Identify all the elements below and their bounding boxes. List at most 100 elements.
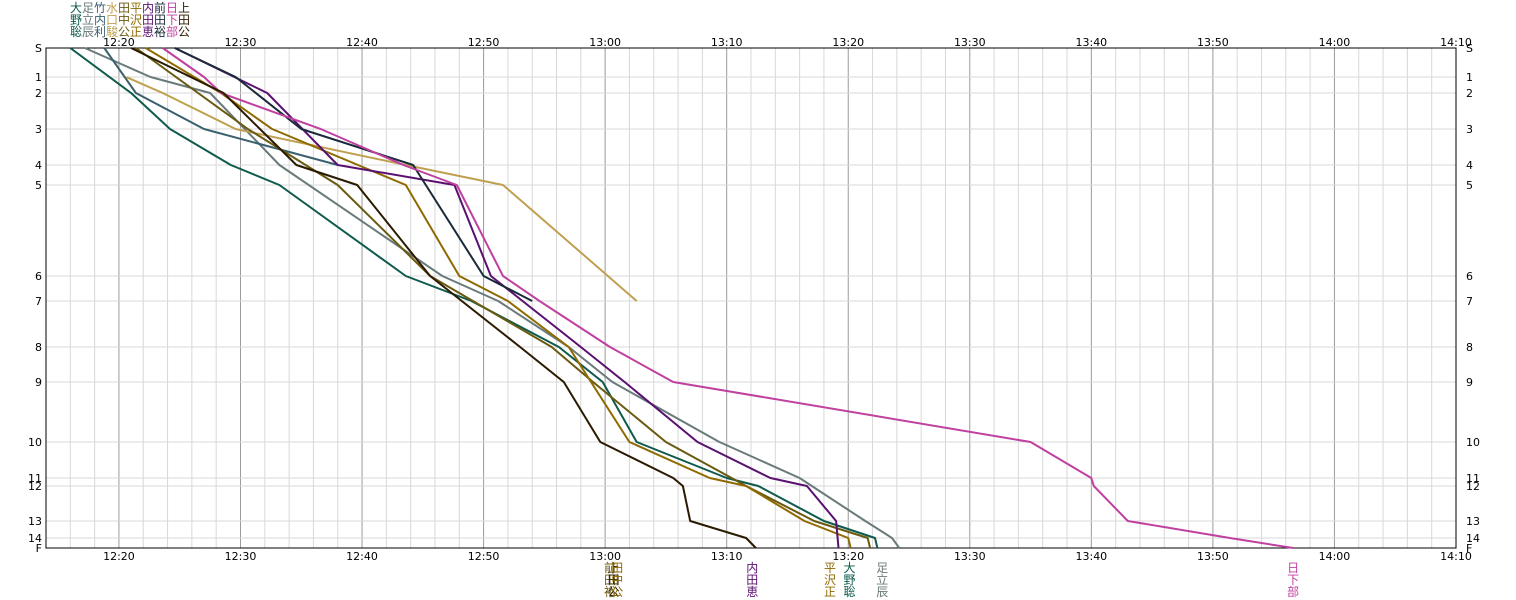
finish-label-char: 恵 xyxy=(746,585,758,599)
x-tick-label-bottom: 14:10 xyxy=(1440,550,1472,563)
finish-label-char: 大 xyxy=(843,561,855,575)
legend-char: 公 xyxy=(118,25,130,39)
finish-label-char: 上 xyxy=(608,561,620,575)
x-tick-label-bottom: 13:30 xyxy=(954,550,986,563)
y-tick-label-right: 14 xyxy=(1466,532,1480,545)
finish-label-char: 辰 xyxy=(876,585,888,599)
y-tick-label-left: F xyxy=(36,542,42,555)
x-tick-label-top: 12:40 xyxy=(346,36,378,49)
finish-label-char: 平 xyxy=(824,561,836,575)
legend-char: 内 xyxy=(142,1,154,15)
y-tick-label-right: 11 xyxy=(1466,472,1480,485)
finish-label-char: 正 xyxy=(824,585,836,599)
legend-char: 水 xyxy=(106,1,118,15)
series-line xyxy=(174,47,533,302)
x-tick-label-top: 14:10 xyxy=(1440,36,1472,49)
finish-label-char: 公 xyxy=(611,585,623,599)
series-line xyxy=(162,47,1294,549)
series-line xyxy=(69,47,879,549)
y-tick-label-left: 4 xyxy=(35,159,42,172)
y-tick-label-left: 6 xyxy=(35,270,42,283)
y-tick-label-right: F xyxy=(1466,542,1472,555)
x-tick-label-top: 13:30 xyxy=(954,36,986,49)
axes: 12:20 12:20 12:30 12:30 12:40 12:40 12:50 12:50… xyxy=(28,36,1480,563)
legend-char: 日 xyxy=(166,1,178,15)
legend-char: 上 xyxy=(178,1,190,15)
x-tick-label-top: 13:00 xyxy=(589,36,621,49)
y-tick-label-right: 8 xyxy=(1466,341,1473,354)
y-tick-label-right: 7 xyxy=(1466,295,1473,308)
legend-char: 内 xyxy=(94,13,106,27)
y-tick-label-right: 12 xyxy=(1466,480,1480,493)
x-tick-label-bottom: 12:50 xyxy=(468,550,500,563)
legend-char: 前 xyxy=(154,0,166,15)
legend-char: 恵 xyxy=(142,25,154,39)
x-tick-label-top: 13:40 xyxy=(1075,36,1107,49)
x-tick-label-top: 12:30 xyxy=(225,36,257,49)
y-tick-label-left: S xyxy=(35,42,42,55)
series-line xyxy=(174,47,840,549)
y-tick-label-right: 2 xyxy=(1466,87,1473,100)
finish-label-char: 田 xyxy=(604,573,616,587)
grid xyxy=(45,47,1457,549)
finish-label-char: 田 xyxy=(611,561,623,575)
legend-char: 足 xyxy=(82,1,94,15)
legend-char: 田 xyxy=(178,13,190,27)
x-tick-label-bottom: 12:30 xyxy=(225,550,257,563)
finish-label-char: 沢 xyxy=(824,573,836,587)
plot-frame xyxy=(45,47,1457,549)
legend-char: 田 xyxy=(142,13,154,27)
finish-label-char: 部 xyxy=(1287,584,1299,599)
x-tick-label-bottom: 13:00 xyxy=(589,550,621,563)
x-tick-label-bottom: 13:10 xyxy=(711,550,743,563)
legend-char: 大 xyxy=(70,1,82,15)
x-tick-label-bottom: 13:40 xyxy=(1075,550,1107,563)
x-tick-label-bottom: 13:50 xyxy=(1197,550,1229,563)
x-tick-label-top: 13:50 xyxy=(1197,36,1229,49)
x-tick-label-top: 12:20 xyxy=(103,36,135,49)
y-tick-label-left: 11 xyxy=(28,472,42,485)
legend-char: 竹 xyxy=(94,1,106,15)
legend: 大足竹水田平内前日上野立内口中沢田田下田聡辰利駿公正恵裕部公 xyxy=(70,0,190,39)
finish-label-char: 田 xyxy=(608,573,620,587)
y-tick-label-left: 8 xyxy=(35,341,42,354)
y-tick-label-left: 12 xyxy=(28,480,42,493)
series-line xyxy=(84,47,901,549)
legend-char: 裕 xyxy=(154,24,166,39)
y-tick-label-right: 13 xyxy=(1466,515,1480,528)
series-line xyxy=(145,47,852,549)
finish-label-char: 前 xyxy=(604,560,616,575)
finish-label-char: 立 xyxy=(876,572,888,587)
legend-char: 利 xyxy=(94,25,106,39)
legend-char: 田 xyxy=(154,13,166,27)
legend-char: 辰 xyxy=(82,25,94,39)
legend-char: 部 xyxy=(166,24,178,39)
y-tick-label-left: 9 xyxy=(35,376,42,389)
legend-char: 田 xyxy=(118,1,130,15)
series-lines xyxy=(69,47,1294,549)
finish-label-char: 下 xyxy=(1287,573,1299,587)
finish-label-char: 中 xyxy=(611,572,623,587)
y-tick-label-right: 10 xyxy=(1466,436,1480,449)
finish-label-char: 野 xyxy=(843,573,855,587)
finish-label-char: 内 xyxy=(746,561,758,575)
y-tick-label-right: 6 xyxy=(1466,270,1473,283)
y-tick-label-left: 13 xyxy=(28,515,42,528)
legend-char: 沢 xyxy=(130,13,142,27)
legend-char: 正 xyxy=(130,25,142,39)
x-tick-label-bottom: 12:40 xyxy=(346,550,378,563)
finish-label-char: 日 xyxy=(1287,561,1299,575)
x-tick-label-top: 13:10 xyxy=(711,36,743,49)
y-tick-label-right: 1 xyxy=(1466,71,1473,84)
x-tick-label-bottom: 13:20 xyxy=(832,550,864,563)
legend-char: 下 xyxy=(166,13,178,27)
y-tick-label-left: 5 xyxy=(35,179,42,192)
legend-char: 野 xyxy=(70,13,82,27)
y-tick-label-left: 3 xyxy=(35,123,42,136)
legend-char: 口 xyxy=(106,13,118,27)
finish-label-char: 足 xyxy=(876,561,888,575)
legend-char: 聡 xyxy=(70,25,82,39)
legend-char: 公 xyxy=(178,25,190,39)
